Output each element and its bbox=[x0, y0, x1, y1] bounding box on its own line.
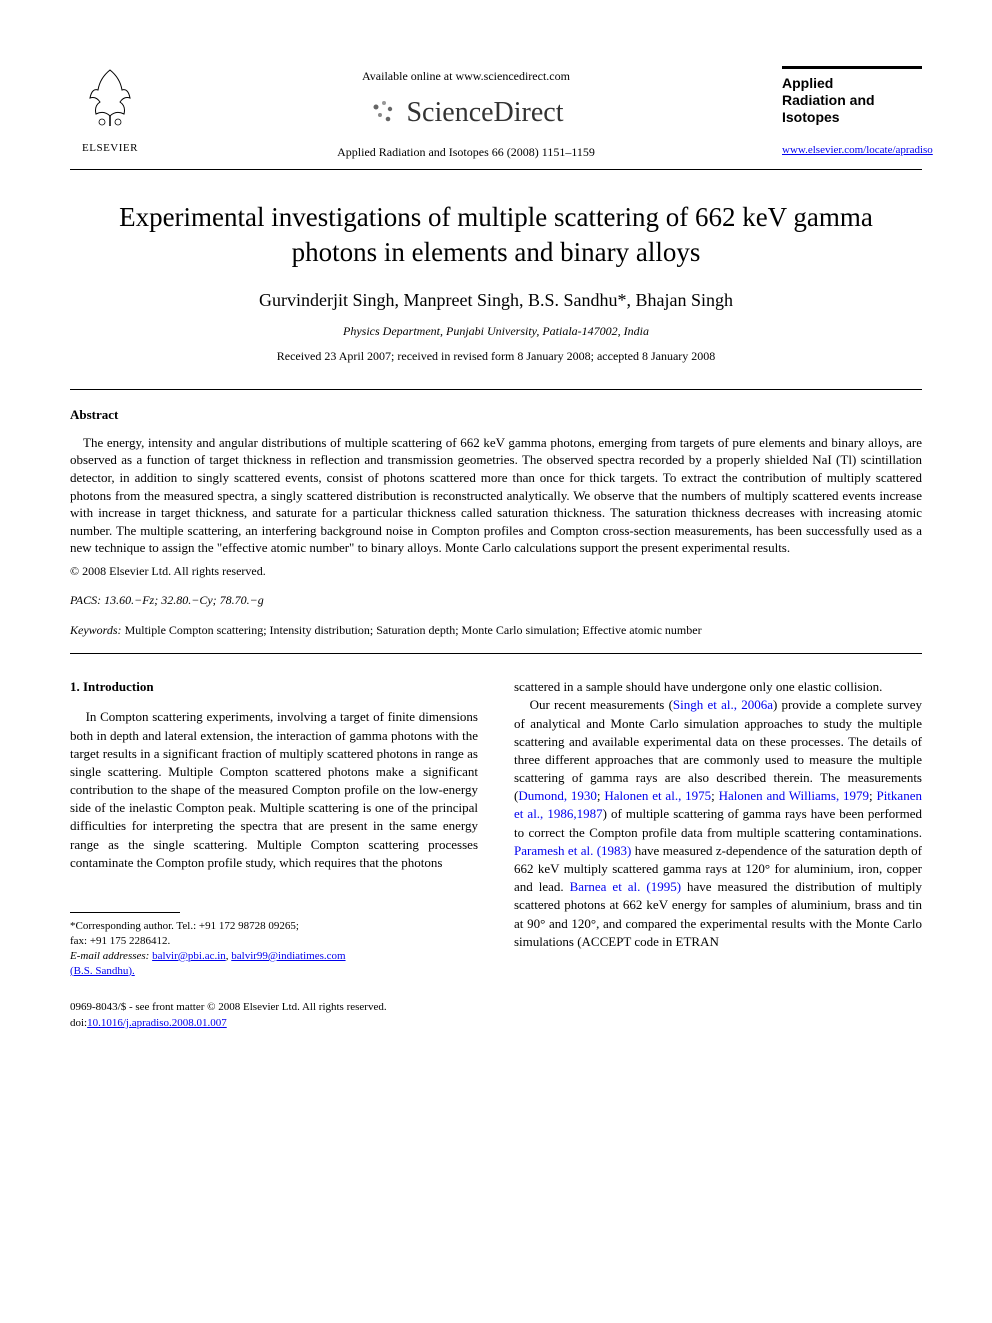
abstract-section: Abstract The energy, intensity and angul… bbox=[70, 389, 922, 654]
email-name[interactable]: (B.S. Sandhu). bbox=[70, 965, 135, 977]
ref-halonen-1975[interactable]: Halonen et al., 1975 bbox=[604, 788, 711, 803]
available-online: Available online at www.sciencedirect.co… bbox=[150, 68, 782, 85]
keywords-label: Keywords: bbox=[70, 623, 122, 637]
dates: Received 23 April 2007; received in revi… bbox=[70, 348, 922, 365]
sciencedirect-logo: ScienceDirect bbox=[150, 93, 782, 132]
footnote-separator bbox=[70, 912, 180, 913]
left-column: 1. Introduction In Compton scattering ex… bbox=[70, 678, 478, 1031]
fax: fax: +91 175 2286412. bbox=[70, 934, 478, 949]
email-label: E-mail addresses: bbox=[70, 950, 149, 962]
issn-line: 0969-8043/$ - see front matter © 2008 El… bbox=[70, 1000, 478, 1015]
elsevier-tree-icon bbox=[80, 60, 140, 130]
journal-citation: Applied Radiation and Isotopes 66 (2008)… bbox=[150, 144, 782, 161]
article-title: Experimental investigations of multiple … bbox=[90, 200, 902, 270]
pacs-values: 13.60.−Fz; 32.80.−Cy; 78.70.−g bbox=[104, 593, 264, 607]
sciencedirect-label: ScienceDirect bbox=[406, 93, 563, 132]
ref-paramesh-1983[interactable]: Paramesh et al. (1983) bbox=[514, 843, 631, 858]
ref-barnea-1995[interactable]: Barnea et al. (1995) bbox=[570, 879, 681, 894]
col2-continuation: scattered in a sample should have underg… bbox=[514, 678, 922, 696]
content-columns: 1. Introduction In Compton scattering ex… bbox=[70, 678, 922, 1031]
copyright: © 2008 Elsevier Ltd. All rights reserved… bbox=[70, 563, 922, 580]
bottom-info: 0969-8043/$ - see front matter © 2008 El… bbox=[70, 1000, 478, 1031]
journal-title-line1: Applied bbox=[782, 75, 922, 92]
header-row: ELSEVIER Available online at www.science… bbox=[70, 60, 922, 161]
abstract-heading: Abstract bbox=[70, 406, 922, 424]
doi-label: doi: bbox=[70, 1017, 87, 1029]
header-divider bbox=[70, 169, 922, 170]
right-column: scattered in a sample should have underg… bbox=[514, 678, 922, 1031]
journal-box: Applied Radiation and Isotopes www.elsev… bbox=[782, 60, 922, 159]
keywords: Keywords: Multiple Compton scattering; I… bbox=[70, 622, 922, 639]
section-heading: 1. Introduction bbox=[70, 678, 478, 696]
email-line: E-mail addresses: balvir@pbi.ac.in, balv… bbox=[70, 949, 478, 964]
email-link-2[interactable]: balvir99@indiatimes.com bbox=[231, 950, 345, 962]
intro-paragraph-1: In Compton scattering experiments, invol… bbox=[70, 708, 478, 872]
authors: Gurvinderjit Singh, Manpreet Singh, B.S.… bbox=[70, 288, 922, 313]
ref-halonen-1979[interactable]: Halonen and Williams, 1979 bbox=[719, 788, 869, 803]
elsevier-label: ELSEVIER bbox=[70, 141, 150, 156]
email-link-1[interactable]: balvir@pbi.ac.in bbox=[152, 950, 226, 962]
pacs: PACS: 13.60.−Fz; 32.80.−Cy; 78.70.−g bbox=[70, 592, 922, 609]
footnote: *Corresponding author. Tel.: +91 172 987… bbox=[70, 919, 478, 978]
journal-title-line3: Isotopes bbox=[782, 109, 922, 126]
affiliation: Physics Department, Punjabi University, … bbox=[70, 323, 922, 340]
center-header: Available online at www.sciencedirect.co… bbox=[150, 60, 782, 161]
pacs-label: PACS: bbox=[70, 593, 101, 607]
sciencedirect-icon bbox=[368, 97, 398, 127]
ref-dumond-1930[interactable]: Dumond, 1930 bbox=[518, 788, 597, 803]
ref-singh-2006a[interactable]: Singh et al., 2006a bbox=[673, 697, 773, 712]
col2-paragraph-2: Our recent measurements (Singh et al., 2… bbox=[514, 696, 922, 951]
doi-link[interactable]: 10.1016/j.apradiso.2008.01.007 bbox=[87, 1017, 227, 1029]
corresponding-author: *Corresponding author. Tel.: +91 172 987… bbox=[70, 919, 478, 934]
journal-url-link[interactable]: www.elsevier.com/locate/apradiso bbox=[782, 144, 933, 156]
journal-title-line2: Radiation and bbox=[782, 92, 922, 109]
elsevier-logo: ELSEVIER bbox=[70, 60, 150, 156]
journal-url[interactable]: www.elsevier.com/locate/apradiso bbox=[782, 143, 922, 158]
keywords-values: Multiple Compton scattering; Intensity d… bbox=[125, 623, 702, 637]
doi-line: doi:10.1016/j.apradiso.2008.01.007 bbox=[70, 1016, 478, 1031]
abstract-text: The energy, intensity and angular distri… bbox=[70, 434, 922, 557]
